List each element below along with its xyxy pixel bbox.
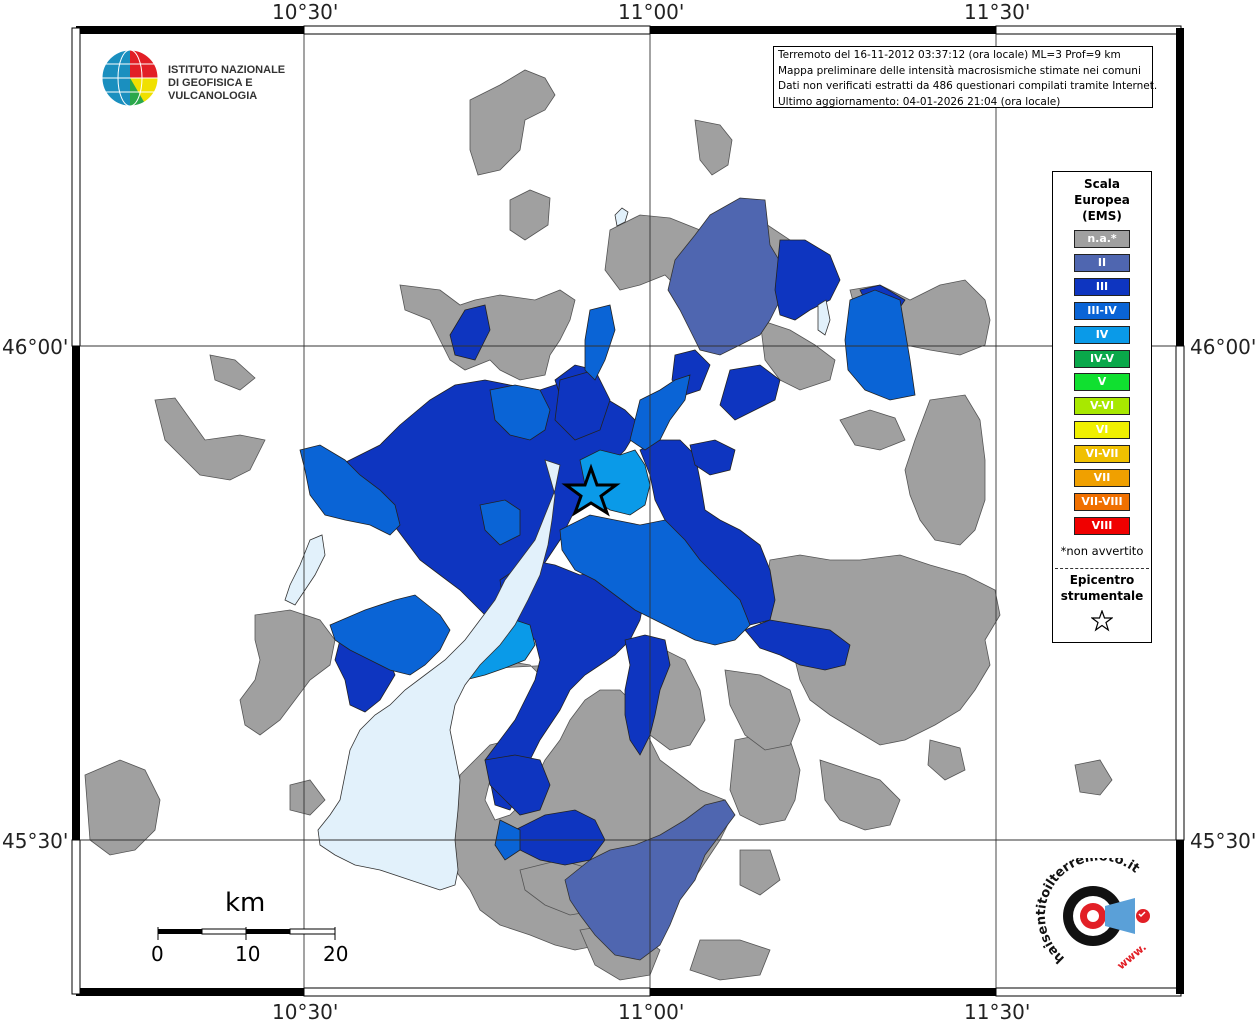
legend-item: VII: [1074, 469, 1130, 487]
lake-caldonazzo: [817, 299, 831, 336]
legend-note: *non avvertito: [1060, 544, 1144, 558]
legend-item: n.a.*: [1074, 230, 1130, 248]
legend-star-icon: [1090, 609, 1114, 632]
legend-item: V-VI: [1074, 397, 1130, 416]
lat-label-left-1: 46°00': [2, 335, 69, 359]
lon-label-top-3: 11°30': [964, 0, 1031, 24]
lon-label-bottom-3: 11°30': [964, 1000, 1031, 1024]
legend-item: V: [1074, 373, 1130, 392]
lon-label-bottom-1: 10°30': [272, 1000, 339, 1024]
legend-item: VII-VIII: [1074, 492, 1130, 511]
epicenter-star-icon: [561, 463, 621, 517]
legend-title-line2: Europea: [1074, 193, 1130, 207]
scale-tick-0: 0: [151, 942, 164, 966]
ingv-logo: ISTITUTO NAZIONALE DI GEOFISICA E VULCAN…: [100, 48, 320, 112]
graticule: [80, 34, 1176, 988]
legend-item: VIII: [1074, 516, 1130, 535]
event-info-line1: Terremoto del 16-11-2012 03:37:12 (ora l…: [778, 49, 1121, 61]
municipalities-III: [334, 239, 906, 866]
event-info-line4: Ultimo aggiornamento: 04-01-2026 21:04 (…: [778, 95, 1061, 108]
scale-tick-10: 10: [235, 942, 261, 966]
lake-small: [614, 207, 629, 227]
ingv-globe-icon: [101, 49, 159, 107]
legend-epicenter-line2: strumentale: [1060, 589, 1144, 603]
lat-label-right-2: 45°30': [1190, 829, 1255, 853]
legend-title-line3: (EMS): [1082, 209, 1122, 223]
lon-label-top-2: 11°00': [618, 0, 685, 24]
map-frame: [71, 25, 1185, 997]
legend-item: VI: [1074, 421, 1130, 440]
hsit-logo-icon: haisentitoilterremoto.it www.: [1034, 849, 1150, 973]
legend-separator: [1055, 568, 1149, 569]
legend-epicenter-line1: Epicentro: [1069, 573, 1135, 587]
legend-title-line1: Scala: [1083, 177, 1121, 191]
legend-item: VI-VII: [1074, 445, 1130, 464]
legend-item: IV: [1074, 325, 1130, 344]
lon-label-top-1: 10°30': [272, 0, 339, 24]
scale-tick-20: 20: [323, 942, 349, 966]
lat-label-right-1: 46°00': [1190, 335, 1255, 359]
hsit-www-text: www.: [1115, 941, 1149, 973]
legend-item: III: [1074, 277, 1130, 296]
lon-label-bottom-2: 11°00': [618, 1000, 685, 1024]
municipalities-III-IV: [299, 289, 916, 861]
event-info-box: Terremoto del 16-11-2012 03:37:12 (ora l…: [773, 46, 1158, 108]
scale-unit: km: [225, 888, 266, 918]
legend-item: IV-V: [1074, 349, 1130, 368]
scale-bar: km 0 10 20: [150, 888, 350, 968]
scale-bar-graphic: [157, 927, 336, 940]
event-info-line2: Mappa preliminare delle intensità macros…: [778, 64, 1141, 77]
hsit-logo: haisentitoilterremoto.it www.: [1034, 849, 1165, 988]
event-info-line3: Dati non verificati estratti da 486 ques…: [778, 80, 1158, 92]
lake-garda: [317, 459, 561, 891]
ems-legend: Scala Europea (EMS) n.a.* II III III-IV IV IV…: [1052, 171, 1152, 643]
lat-label-left-2: 45°30': [2, 829, 69, 853]
legend-item: III-IV: [1074, 301, 1130, 320]
legend-item: II: [1074, 253, 1130, 272]
ingv-name-line1: ISTITUTO NAZIONALE: [168, 64, 286, 76]
lake-idro: [284, 534, 326, 606]
ingv-name-line2: DI GEOFISICA E VULCANOLOGIA: [168, 77, 258, 102]
